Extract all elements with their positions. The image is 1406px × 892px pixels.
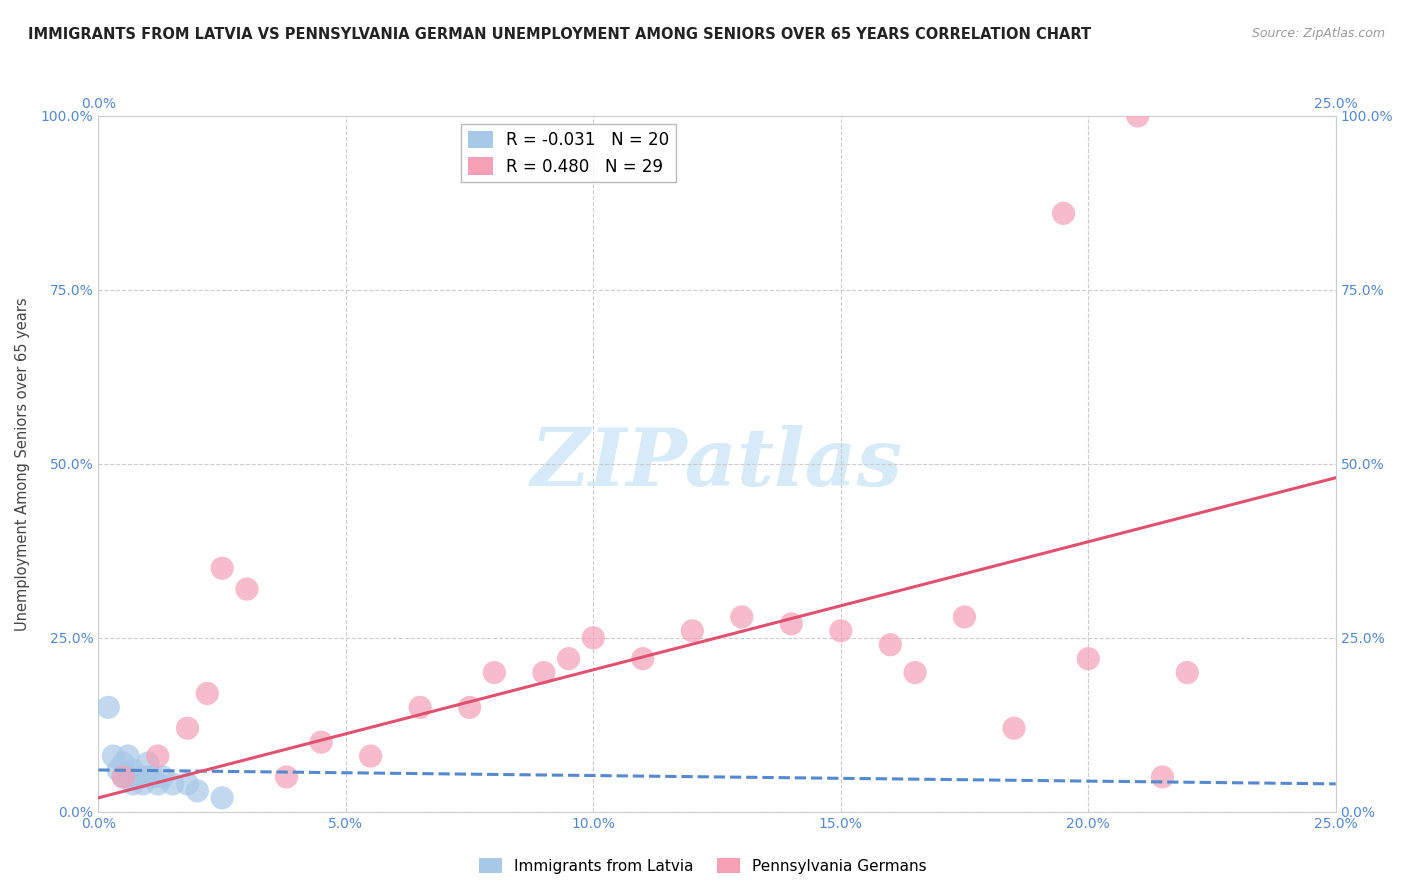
Point	[122, 777, 145, 791]
Point	[195, 686, 218, 700]
Point	[117, 749, 139, 764]
Point	[186, 784, 208, 798]
Point	[1002, 721, 1025, 735]
Legend: Immigrants from Latvia, Pennsylvania Germans: Immigrants from Latvia, Pennsylvania Ger…	[474, 852, 932, 880]
Point	[631, 651, 654, 665]
Point	[458, 700, 481, 714]
Point	[557, 651, 579, 665]
Point	[176, 721, 198, 735]
Point	[211, 790, 233, 805]
Point	[484, 665, 506, 680]
Point	[146, 777, 169, 791]
Point	[211, 561, 233, 575]
Point	[879, 638, 901, 652]
Point	[1152, 770, 1174, 784]
Point	[142, 770, 165, 784]
Point	[236, 582, 259, 596]
Point	[162, 777, 184, 791]
Point	[681, 624, 703, 638]
Point	[136, 756, 159, 770]
Point	[117, 770, 139, 784]
Point	[1077, 651, 1099, 665]
Point	[582, 631, 605, 645]
Point	[1175, 665, 1198, 680]
Point	[103, 749, 125, 764]
Legend: R = -0.031   N = 20, R = 0.480   N = 29: R = -0.031 N = 20, R = 0.480 N = 29	[461, 124, 676, 182]
Text: IMMIGRANTS FROM LATVIA VS PENNSYLVANIA GERMAN UNEMPLOYMENT AMONG SENIORS OVER 65: IMMIGRANTS FROM LATVIA VS PENNSYLVANIA G…	[28, 27, 1091, 42]
Point	[112, 756, 135, 770]
Point	[136, 770, 159, 784]
Point	[830, 624, 852, 638]
Point	[409, 700, 432, 714]
Point	[1052, 206, 1074, 220]
Point	[1126, 109, 1149, 123]
Point	[97, 700, 120, 714]
Point	[904, 665, 927, 680]
Point	[112, 770, 135, 784]
Point	[112, 770, 135, 784]
Point	[731, 610, 754, 624]
Point	[533, 665, 555, 680]
Point	[127, 770, 149, 784]
Text: ZIPatlas: ZIPatlas	[531, 425, 903, 502]
Point	[309, 735, 332, 749]
Point	[107, 763, 129, 777]
Point	[132, 777, 155, 791]
Point	[146, 749, 169, 764]
Point	[176, 777, 198, 791]
Text: Source: ZipAtlas.com: Source: ZipAtlas.com	[1251, 27, 1385, 40]
Y-axis label: Unemployment Among Seniors over 65 years: Unemployment Among Seniors over 65 years	[15, 297, 30, 631]
Point	[780, 616, 803, 631]
Point	[276, 770, 298, 784]
Point	[953, 610, 976, 624]
Point	[152, 770, 174, 784]
Point	[360, 749, 382, 764]
Point	[122, 763, 145, 777]
